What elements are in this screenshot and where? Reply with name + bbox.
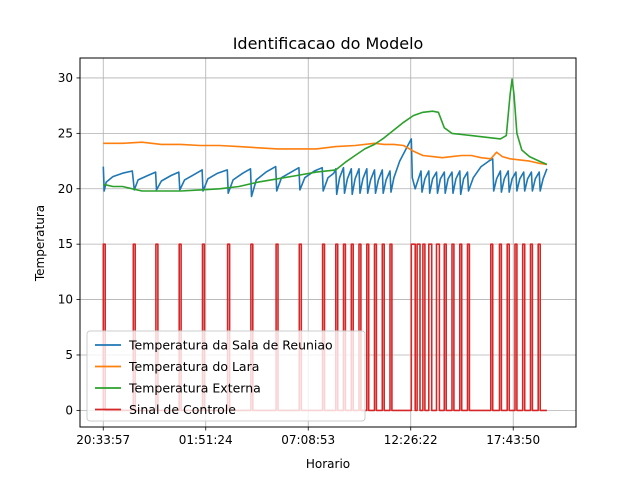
y-tick-label: 10	[58, 293, 73, 307]
y-tick-label: 5	[65, 348, 73, 362]
series-line-0	[102, 138, 548, 198]
x-tick-label: 07:08:53	[281, 433, 335, 447]
chart-title: Identificacao do Modelo	[233, 34, 424, 53]
x-tick-label: 17:43:50	[486, 433, 540, 447]
y-tick-label: 30	[58, 71, 73, 85]
y-tick-label: 25	[58, 126, 73, 140]
legend-label: Temperatura do Lara	[128, 359, 259, 374]
legend-box	[86, 330, 366, 422]
series-line-1	[103, 141, 548, 166]
x-axis-label: Horario	[306, 457, 350, 471]
plot-frame	[79, 57, 577, 428]
legend: Temperatura da Sala de Reuniao Temperatur…	[86, 330, 366, 422]
y-tick-label: 20	[58, 182, 73, 196]
legend-label: Temperatura Externa	[128, 381, 261, 396]
series-line-2	[103, 78, 548, 192]
y-axis-label: Temperatura	[33, 205, 47, 282]
y-tick-label: 15	[58, 237, 73, 251]
x-tick-label: 01:51:24	[179, 433, 233, 447]
x-tick-label: 12:26:22	[384, 433, 438, 447]
y-tick-label: 0	[65, 403, 73, 417]
legend-label: Temperatura da Sala de Reuniao	[128, 338, 333, 353]
legend-label: Sinal de Controle	[129, 402, 236, 417]
x-tick-label: 20:33:57	[76, 433, 130, 447]
axis-ticks: 20:33:57 01:51:24 07:08:53 12:26:22 17:43:50…	[58, 71, 540, 447]
